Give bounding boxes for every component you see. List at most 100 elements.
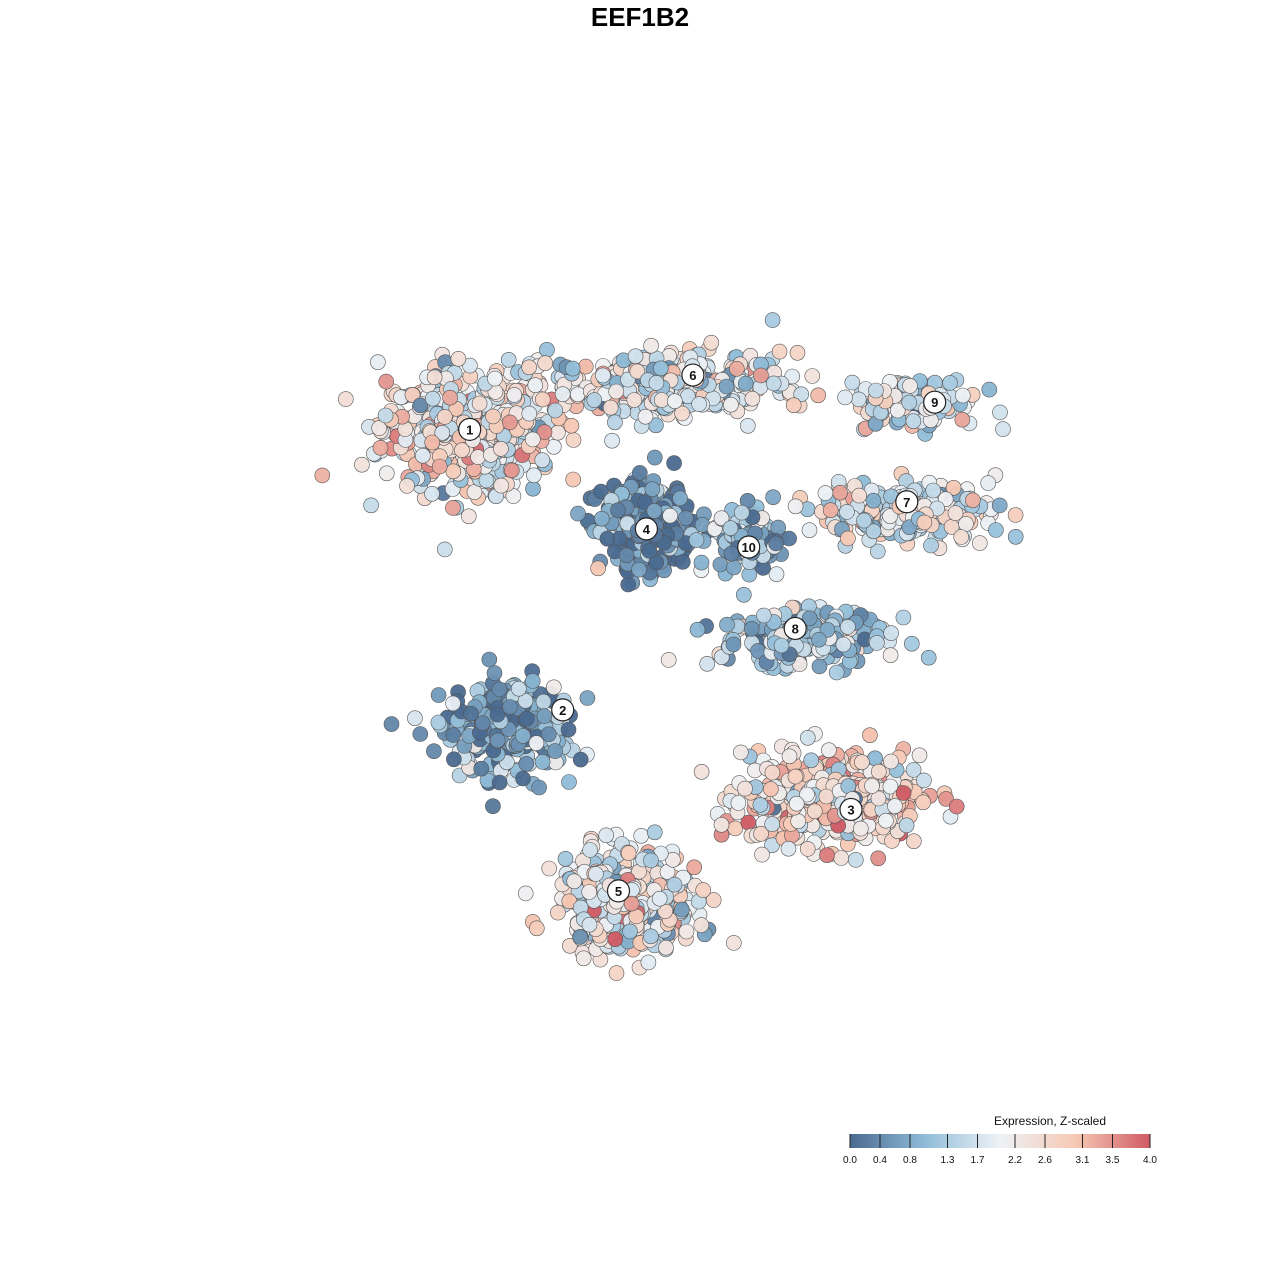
- cell-point: [607, 931, 624, 948]
- cell-point: [1007, 528, 1024, 545]
- cell-point: [810, 387, 827, 404]
- cell-point: [666, 876, 683, 893]
- cell-point: [725, 636, 742, 653]
- cell-point: [752, 797, 769, 813]
- cell-point: [554, 386, 571, 403]
- cell-point: [811, 658, 828, 675]
- cell-point: [502, 699, 518, 715]
- cluster-label-text: 1: [466, 422, 473, 437]
- cell-point: [870, 850, 887, 867]
- cell-point: [399, 478, 415, 494]
- cell-point: [837, 389, 853, 406]
- cell-point: [660, 652, 677, 668]
- cell-point: [473, 760, 490, 777]
- cell-point: [644, 481, 661, 498]
- cell-point: [510, 680, 527, 697]
- cell-point: [739, 417, 756, 434]
- cell-point: [383, 716, 400, 732]
- cell-point: [818, 788, 835, 805]
- cell-point: [883, 625, 899, 641]
- cell-point: [491, 774, 508, 791]
- cell-point: [869, 543, 886, 560]
- cluster-label-6: 6: [681, 363, 705, 387]
- cell-point: [623, 895, 640, 912]
- cell-point: [699, 655, 716, 672]
- cell-point: [678, 923, 695, 940]
- cell-point: [703, 334, 720, 351]
- cell-point: [882, 778, 899, 795]
- cell-point: [787, 768, 804, 785]
- cell-point: [424, 390, 441, 407]
- cluster-label-2: 2: [551, 698, 575, 722]
- cell-point: [563, 417, 580, 434]
- cell-point: [528, 735, 545, 751]
- cluster-labels-layer: 1 2 3 4 5 6 7 8 9 10: [458, 363, 947, 903]
- cell-point: [541, 860, 558, 877]
- cell-point: [354, 456, 370, 473]
- cell-point: [618, 547, 635, 564]
- cluster-label-5: 5: [606, 879, 631, 903]
- cell-point: [882, 647, 899, 664]
- cell-point: [771, 343, 788, 360]
- cell-point: [651, 890, 668, 907]
- cell-point: [784, 368, 801, 385]
- cell-point: [666, 393, 683, 410]
- cluster-label-text: 2: [559, 703, 566, 718]
- cell-point: [883, 753, 899, 770]
- cell-point: [723, 545, 740, 562]
- cell-point: [471, 395, 488, 412]
- colorbar-tick-label: 4.0: [1143, 1155, 1157, 1166]
- cell-point: [442, 389, 458, 406]
- cell-point: [454, 442, 470, 459]
- cell-point: [491, 681, 508, 698]
- cell-point: [788, 795, 805, 812]
- cell-point: [436, 541, 453, 558]
- cell-point: [672, 490, 688, 507]
- colorbar-tick-label: 0.8: [903, 1155, 917, 1166]
- cell-point: [705, 892, 722, 908]
- cell-point: [733, 504, 750, 521]
- cell-point: [765, 489, 781, 506]
- cell-point: [726, 559, 742, 576]
- cell-point: [515, 770, 531, 787]
- cell-point: [434, 424, 451, 441]
- cell-point: [550, 904, 566, 921]
- cell-point: [804, 368, 821, 384]
- cell-point: [545, 679, 562, 696]
- cell-point: [566, 873, 583, 890]
- cell-point: [850, 391, 867, 408]
- cell-point: [502, 414, 518, 431]
- cell-point: [903, 635, 920, 652]
- cell-point: [869, 635, 885, 651]
- cell-point: [743, 620, 760, 637]
- cell-point: [840, 530, 856, 547]
- cluster-label-text: 5: [615, 884, 622, 899]
- cell-point: [727, 820, 744, 837]
- cell-point: [755, 607, 772, 624]
- cell-point: [629, 363, 646, 380]
- cell-point: [481, 651, 498, 668]
- cell-point: [780, 840, 797, 857]
- cell-point: [725, 935, 742, 951]
- cell-point: [712, 556, 729, 573]
- cell-point: [905, 762, 922, 778]
- cell-point: [525, 480, 541, 497]
- cell-point: [540, 726, 557, 743]
- cell-point: [811, 631, 827, 648]
- cell-point: [493, 440, 509, 457]
- cell-point: [505, 488, 522, 504]
- cell-point: [631, 561, 647, 578]
- cell-point: [500, 351, 517, 368]
- cell-point: [695, 882, 712, 898]
- cell-point: [604, 432, 620, 449]
- cell-point: [646, 503, 663, 519]
- cell-point: [652, 360, 669, 377]
- cell-point: [643, 852, 659, 869]
- cell-point: [534, 391, 551, 408]
- cell-point: [981, 381, 998, 398]
- cell-point: [371, 420, 388, 436]
- cell-point: [887, 798, 903, 814]
- cell-point: [557, 850, 574, 867]
- cell-point: [424, 434, 441, 451]
- cell-point: [404, 387, 421, 403]
